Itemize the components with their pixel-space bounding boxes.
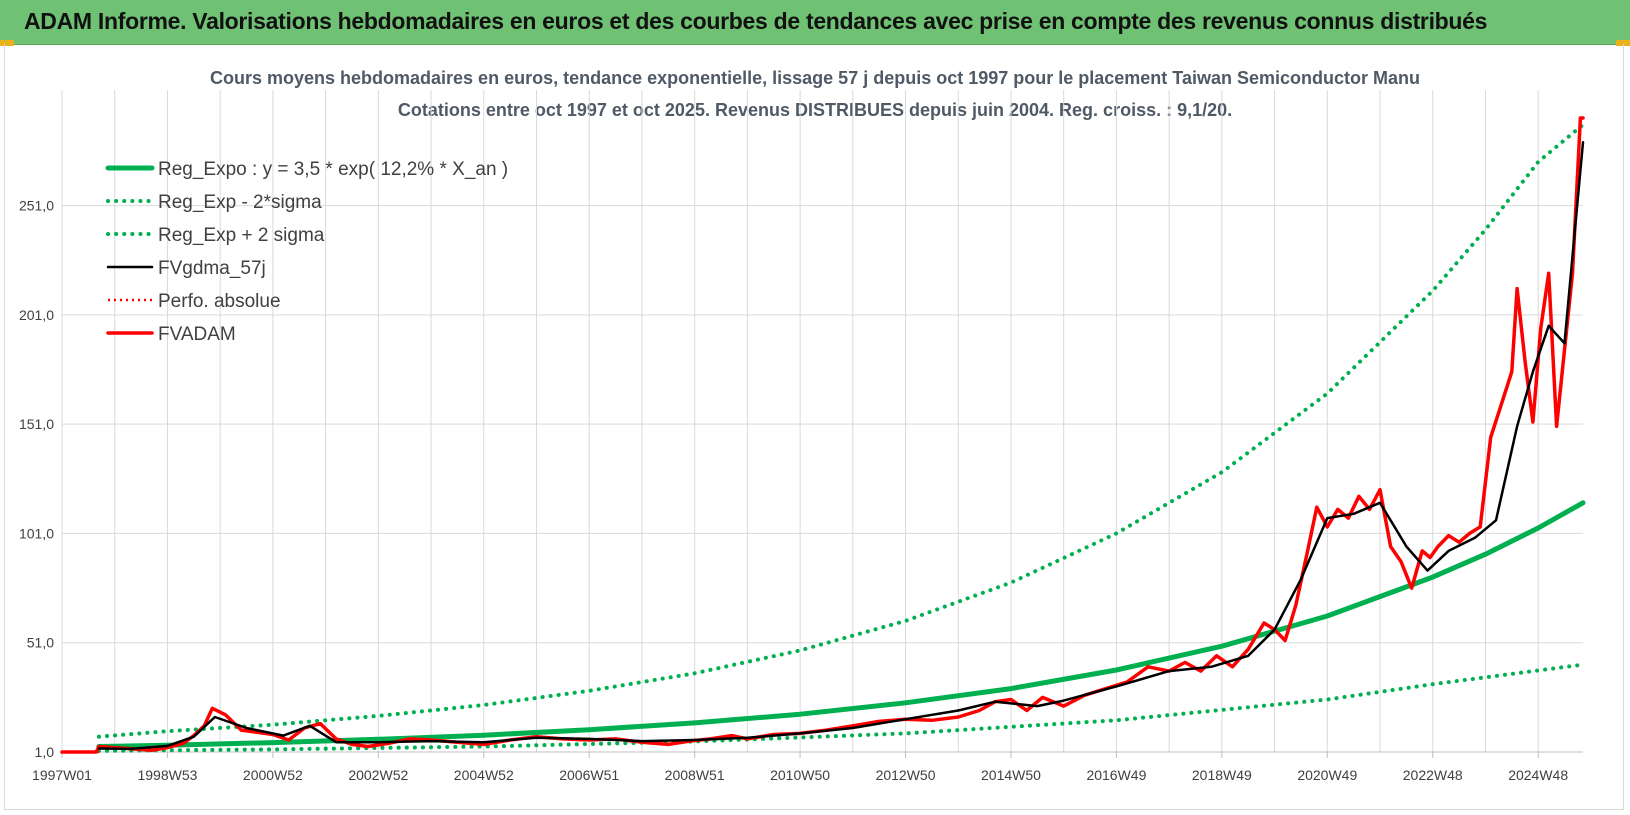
x-tick-label: 2008W51 — [665, 767, 725, 783]
chart-legend: Reg_Expo : y = 3,5 * exp( 12,2% * X_an )… — [105, 159, 508, 345]
y-tick-label: 51,0 — [27, 635, 54, 651]
corner-accent-right — [1616, 40, 1630, 46]
x-tick-label: 2000W52 — [243, 767, 303, 783]
chart-title: Cours moyens hebdomadaires en euros, ten… — [209, 68, 1420, 88]
x-tick-label: 2016W49 — [1086, 767, 1146, 783]
series-line-price — [60, 116, 1585, 754]
legend-label: Reg_Exp + 2 sigma — [158, 225, 325, 246]
report-title: ADAM Informe. Valorisations hebdomadaire… — [24, 8, 1488, 34]
legend-label: Perfo. absolue — [158, 291, 281, 312]
legend-label: FVgdma_57j — [158, 258, 266, 279]
x-tick-label: 2012W50 — [876, 767, 936, 783]
chart-axes: 1,0 51,0 101,0 151,0 201,0 251,0 1997W01 1998W5… — [19, 198, 1583, 783]
chart-subtitle: Cotations entre oct 1997 et oct 2025. Re… — [397, 100, 1233, 120]
series-line-smooth — [97, 140, 1585, 751]
report-banner: ADAM Informe. Valorisations hebdomadaire… — [0, 0, 1630, 45]
chart-grid — [61, 90, 1583, 753]
chart-frame — [4, 44, 1624, 810]
y-tick-label: 151,0 — [19, 416, 54, 432]
x-tick-label: 2004W52 — [454, 767, 514, 783]
corner-accent-left — [0, 40, 14, 46]
x-tick-label: 2010W50 — [770, 767, 830, 783]
y-tick-label: 1,0 — [35, 744, 55, 760]
x-tick-label: 1998W53 — [137, 767, 197, 783]
series-line-trend-dotted — [96, 662, 1585, 753]
legend-label: Reg_Expo : y = 3,5 * exp( 12,2% * X_an ) — [158, 159, 508, 180]
chart-series — [60, 116, 1586, 754]
y-tick-label: 251,0 — [19, 198, 54, 214]
series-line-trend-dotted — [96, 122, 1585, 739]
y-tick-label: 201,0 — [19, 307, 54, 323]
legend-label: Reg_Exp - 2*sigma — [158, 192, 322, 213]
x-tick-label: 2024W48 — [1508, 767, 1568, 783]
y-tick-label: 101,0 — [19, 525, 54, 541]
x-tick-label: 2022W48 — [1403, 767, 1463, 783]
x-tick-label: 2006W51 — [559, 767, 619, 783]
series-line-trend-solid — [96, 500, 1586, 749]
x-tick-label: 2002W52 — [348, 767, 408, 783]
legend-label: FVADAM — [158, 324, 236, 345]
x-tick-label: 1997W01 — [32, 767, 92, 783]
x-tick-label: 2020W49 — [1297, 767, 1357, 783]
x-tick-label: 2014W50 — [981, 767, 1041, 783]
x-tick-label: 2018W49 — [1192, 767, 1252, 783]
